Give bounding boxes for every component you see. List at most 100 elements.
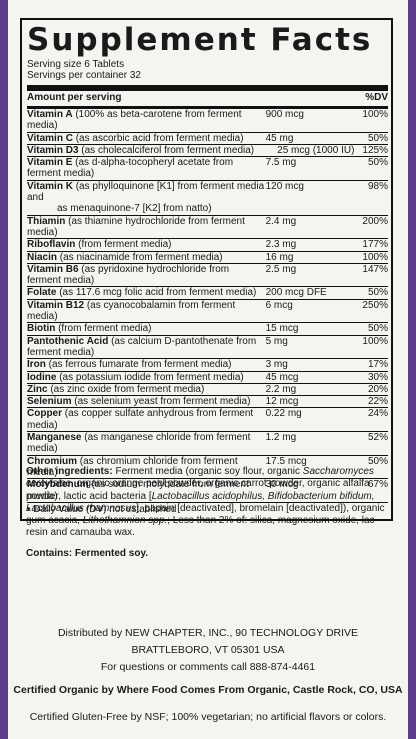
nutrient-source: (as pyridoxine hydrochloride from fermen… [27, 263, 230, 287]
nutrient-name: Folate [27, 287, 57, 299]
nutrient-dv: 100% [362, 109, 388, 133]
nutrient-name-cell: Thiamin (as thiamine hydrochloride from … [27, 215, 266, 240]
nutrient-row: Manganese (as manganese chloride from fe… [27, 431, 388, 456]
nutrient-dv: 24% [362, 407, 388, 433]
nutrient-dv: 100% [362, 251, 388, 264]
nutrient-source: (as zinc oxide from ferment media) [47, 383, 205, 395]
nutrient-amount: 16 mg [265, 251, 363, 264]
nutrient-row: Riboflavin (from ferment media) 2.3 mg 177… [27, 238, 388, 252]
nutrient-source: (as sodium molybdate from ferment media) [27, 479, 249, 502]
nutrient-dv: 67% [362, 478, 388, 503]
nutrient-source: (as manganese chloride from ferment medi… [27, 432, 251, 455]
column-header: Amount per serving %DV [27, 91, 388, 106]
nutrient-name: Vitamin K [27, 180, 73, 192]
nutrient-source: (as cyanocobalamin from ferment media) [27, 299, 236, 323]
nutrient-source: (as potassium iodide from ferment media) [56, 371, 244, 383]
header-divider [27, 106, 388, 109]
nutrient-row: Chromium (as chromium chloride from ferm… [27, 455, 388, 480]
nutrient-source: (as selenium yeast from ferment media) [71, 396, 251, 408]
nutrient-source: (as ferrous fumarate from ferment media) [45, 359, 232, 371]
nutrient-amount: 7.5 mg [265, 156, 363, 181]
thick-divider [27, 85, 388, 91]
distributor-line-2: BRATTLEBORO, VT 05301 USA [131, 644, 285, 656]
nutrient-row: Vitamin B12 (as cyanocobalamin from ferm… [27, 299, 388, 324]
nutrient-amount: 120 mcg [265, 180, 363, 216]
dv-footnote: • Daily Value (DV) not established [27, 503, 177, 515]
nutrient-amount: 0.22 mg [265, 407, 363, 433]
nutrient-name-cell: Selenium (as selenium yeast from ferment… [27, 395, 266, 409]
nutrient-dv: 52% [362, 431, 388, 456]
amount-header: Amount per serving [27, 92, 122, 103]
nutrient-row: Iodine (as potassium iodide from ferment… [27, 371, 388, 384]
allergen-statement: Contains: Fermented soy. [26, 547, 149, 559]
nutrient-row: Vitamin C (as ascorbic acid from ferment… [27, 132, 388, 145]
nutrient-amount: 45 mcg [265, 371, 363, 384]
nutrient-dv: 125% [362, 144, 388, 158]
nutrient-name: Vitamin D3 [27, 144, 79, 156]
nutrient-row: Biotin (from ferment media) 15 mcg 50% [27, 322, 388, 336]
servings-per-container: Servings per container 32 [27, 70, 141, 81]
nutrient-amount: 2.4 mg [265, 215, 363, 240]
nutrient-source: (as phylloquinone [K1] from ferment medi… [27, 180, 265, 204]
nutrient-row: Copper (as copper sulfate anhydrous from… [27, 407, 388, 433]
nutrient-source: (as copper sulfate anhydrous from fermen… [27, 408, 254, 431]
nutrient-name-cell: Vitamin D3 (as cholecalciferol from ferm… [27, 144, 266, 158]
nutrient-amount: 900 mcg [265, 109, 363, 133]
nutrient-amount: 30 mcg [265, 478, 363, 503]
nutrient-name: Zinc [27, 383, 48, 395]
nutrient-amount: 45 mg [265, 132, 363, 145]
nutrient-source: (from ferment media) [75, 239, 172, 251]
nutrient-dv: 100% [362, 335, 388, 360]
other-ingredients-text: Other ingredients: Ferment media (organi… [26, 466, 386, 540]
nutrient-amount: 25 mcg (1000 IU) [265, 144, 363, 158]
nutrient-amount: 3 mg [265, 358, 363, 372]
dv-header: %DV [365, 92, 388, 103]
nutrient-amount: 17.5 mcg [265, 455, 363, 480]
nutrient-row: Vitamin E (as d-alpha-tocopheryl acetate… [27, 156, 388, 181]
nutrient-table: Vitamin A (100% as beta-carotene from fe… [27, 109, 388, 503]
nutrient-dv: 147% [362, 263, 388, 288]
ingredients-part: , organic orange peel powder, organic ca… [26, 478, 370, 502]
certifications: Certified Gluten-Free by NSF; 100% veget… [29, 711, 387, 723]
nutrient-name: Riboflavin [27, 239, 76, 251]
nutrient-amount: 2.3 mg [265, 238, 363, 252]
nutrient-dv: 50% [362, 322, 388, 336]
nutrient-dv: 30% [362, 371, 388, 384]
nutrient-row: Molybdenum (as sodium molybdate from fer… [27, 478, 388, 503]
nutrient-name: Vitamin B12 [27, 299, 85, 311]
nutrient-dv: 98% [362, 180, 388, 216]
nutrient-amount: 15 mcg [265, 322, 363, 336]
nutrient-name-cell: Niacin (as niacinamide from ferment medi… [27, 251, 266, 264]
nutrient-name: Pantothenic Acid [27, 335, 109, 347]
nutrient-name-cell: Molybdenum (as sodium molybdate from fer… [27, 478, 266, 503]
other-ingredients: Other ingredients: Ferment media (organi… [26, 466, 386, 560]
certified-organic: Certified Organic by Where Food Comes Fr… [13, 684, 403, 696]
nutrient-dv: 200% [362, 215, 388, 240]
nutrient-name: Molybdenum [27, 479, 89, 491]
nutrient-name-cell: Iron (as ferrous fumarate from ferment m… [27, 358, 266, 372]
nutrient-source: (as cholecalciferol from ferment media) [78, 144, 255, 156]
nutrient-amount: 200 mcg DFE [265, 286, 363, 300]
nutrient-dv: 50% [362, 455, 388, 480]
nutrient-name: Chromium [27, 455, 77, 467]
nutrient-name-cell: Biotin (from ferment media) [27, 322, 266, 336]
ingredients-part: Ferment media (organic soy flour, organi… [112, 466, 303, 477]
nutrient-row: Iron (as ferrous fumarate from ferment m… [27, 358, 388, 372]
ingredients-part: ; Less than 2% of: silica, magnesium oxi… [26, 515, 375, 539]
nutrient-amount: 5 mg [265, 335, 363, 360]
nutrient-name-cell: Riboflavin (from ferment media) [27, 238, 266, 252]
nutrient-row: Folate (as 117.6 mcg folic acid from fer… [27, 286, 388, 300]
nutrient-amount: 2.2 mg [265, 383, 363, 397]
nutrient-name-cell: Folate (as 117.6 mcg folic acid from fer… [27, 286, 266, 300]
nutrient-source: (100% as beta-carotene from ferment medi… [27, 109, 242, 132]
nutrient-name: Niacin [27, 251, 58, 263]
nutrient-dv: 177% [362, 238, 388, 252]
nutrient-source: (from ferment media) [55, 323, 152, 335]
nutrient-source: (as d-alpha-tocopheryl acetate from ferm… [27, 157, 234, 180]
contact-line: For questions or comments call 888-874-4… [100, 661, 316, 673]
nutrient-source: (as calcium D-pantothenate from ferment … [27, 335, 257, 358]
nutrient-dv: 50% [362, 132, 388, 145]
panel-title: Supplement Facts [27, 22, 373, 58]
nutrient-source: (as niacinamide from ferment media) [57, 251, 223, 263]
nutrient-row: Zinc (as zinc oxide from ferment media) 2… [27, 383, 388, 397]
